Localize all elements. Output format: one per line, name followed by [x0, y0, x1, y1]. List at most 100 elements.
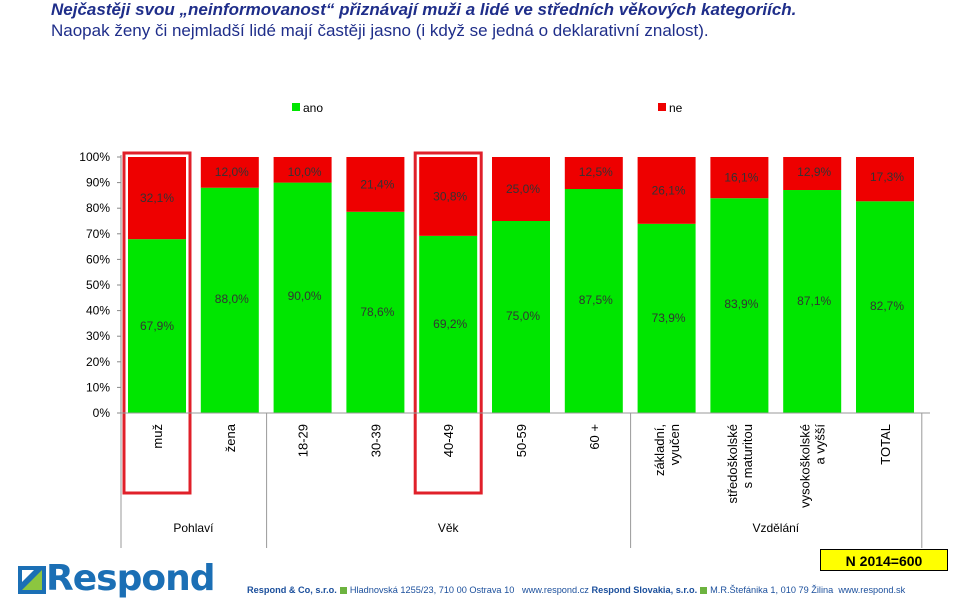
- x-tick-label: 60 +: [587, 424, 602, 450]
- data-label-ne: 25,0%: [506, 182, 540, 196]
- data-label-ano: 87,1%: [797, 294, 831, 308]
- x-tick-label-line: 18-29: [296, 424, 311, 457]
- y-tick-label: 60%: [86, 252, 110, 266]
- headline: Nejčastěji svou „neinformovanost“ přizná…: [51, 0, 797, 19]
- bar-ano: [856, 201, 914, 413]
- data-label-ne: 12,0%: [215, 165, 249, 179]
- y-tick-label: 80%: [86, 201, 110, 215]
- x-tick-label: TOTAL: [878, 424, 893, 465]
- bar-ano: [637, 223, 696, 413]
- legend-label-ne: ne: [669, 101, 683, 115]
- group-label: Věk: [438, 521, 460, 535]
- bar-ano: [492, 221, 550, 413]
- bar-ne: [273, 157, 332, 183]
- bar-ne: [564, 157, 623, 189]
- bar-ano: [128, 239, 186, 413]
- bar-ne: [710, 157, 769, 199]
- x-tick-label: 50-59: [514, 424, 529, 457]
- y-tick-label: 50%: [86, 278, 110, 292]
- bar-ne: [492, 157, 550, 221]
- bar-ano: [419, 235, 478, 413]
- address-sk: M.R.Štefánika 1, 010 79 Žilina: [710, 585, 834, 595]
- y-tick-label: 30%: [86, 329, 110, 343]
- x-tick-label: 40-49: [441, 424, 456, 457]
- data-label-ano: 87,5%: [579, 293, 613, 307]
- x-tick-label: muž: [150, 424, 165, 449]
- x-tick-label-line: muž: [150, 424, 165, 449]
- x-tick-label-line: vyučen: [667, 424, 682, 465]
- data-label-ne: 21,4%: [360, 177, 394, 191]
- footer-contacts: Respond & Co, s.r.o. Hladnovská 1255/23, …: [247, 585, 905, 595]
- highlight-frame: [122, 151, 192, 495]
- x-tick-label-line: 40-49: [441, 424, 456, 457]
- y-tick-label: 0%: [93, 406, 111, 420]
- x-tick-label-line: 30-39: [368, 424, 383, 457]
- header: Nejčastěji svou „neinformovanost“ přizná…: [51, 0, 951, 41]
- address-cz: Hladnovská 1255/23, 710 00 Ostrava 10: [349, 585, 515, 595]
- data-label-ne: 32,1%: [140, 191, 174, 205]
- y-tick-label: 20%: [86, 355, 110, 369]
- company-cz: Respond & Co, s.r.o.: [247, 585, 337, 595]
- bar-ne: [637, 157, 696, 224]
- data-label-ano: 88,0%: [215, 292, 249, 306]
- bar-ano: [710, 198, 769, 413]
- bar-ne: [128, 157, 186, 240]
- data-label-ano: 73,9%: [652, 311, 686, 325]
- data-label-ne: 17,3%: [870, 170, 904, 184]
- x-tick-label-line: základní,: [652, 424, 667, 476]
- bar-ne: [856, 157, 914, 202]
- group-label: Pohlaví: [173, 521, 214, 535]
- data-label-ano: 78,6%: [360, 305, 394, 319]
- bar-ano: [564, 189, 623, 413]
- x-tick-label: 18-29: [296, 424, 311, 457]
- web-cz-link[interactable]: www.respond.cz: [521, 585, 589, 595]
- company-sk: Respond Slovakia, s.r.o.: [591, 585, 698, 595]
- bar-ne: [419, 157, 478, 236]
- legend-label-ano: ano: [303, 101, 323, 115]
- data-label-ne: 30,8%: [433, 189, 467, 203]
- data-label-ano: 67,9%: [140, 319, 174, 333]
- data-label-ano: 83,9%: [724, 297, 758, 311]
- logo-text: Respond: [46, 558, 215, 599]
- data-label-ne: 16,1%: [724, 171, 758, 185]
- bar-ano: [273, 182, 332, 413]
- x-tick-label-line: 60 +: [587, 424, 602, 450]
- legend-swatch-ano: [292, 103, 300, 111]
- highlight-frame: [413, 151, 483, 495]
- x-tick-label: středoškolské s maturitou: [725, 424, 755, 503]
- bar-ano: [200, 187, 259, 413]
- bullet-icon: [700, 587, 708, 595]
- subheadline: Naopak ženy či nejmladší lidé mají častě…: [51, 21, 709, 40]
- data-label-ano: 69,2%: [433, 317, 467, 331]
- bar-ano: [346, 211, 405, 413]
- x-tick-label: vysokoškolské a vyšší: [798, 424, 828, 508]
- data-label-ne: 12,5%: [579, 165, 613, 179]
- y-tick-label: 100%: [79, 150, 110, 164]
- x-tick-label-line: s maturitou: [740, 424, 755, 488]
- x-tick-label-line: vysokoškolské: [798, 424, 813, 508]
- bar-ne: [200, 157, 259, 188]
- bar-ne: [783, 157, 842, 191]
- y-tick-label: 90%: [86, 176, 110, 190]
- legend-swatch-ne: [658, 103, 666, 111]
- stacked-bar-chart: ano ne 0% 10% 20% 30% 40% 50% 60% 70% 80% 90% 100% 32…: [79, 101, 930, 548]
- data-label-ano: 82,7%: [870, 299, 904, 313]
- x-tick-label: základní, vyučen: [652, 424, 682, 476]
- y-tick-label: 40%: [86, 304, 110, 318]
- data-label-ano: 90,0%: [288, 289, 322, 303]
- respond-logo-icon: [18, 566, 46, 594]
- x-tick-label-line: středoškolské: [725, 424, 740, 503]
- x-tick-label-line: a vyšší: [813, 424, 828, 465]
- data-label-ne: 26,1%: [652, 183, 686, 197]
- x-tick-label-line: TOTAL: [878, 424, 893, 465]
- group-label: Vzdělání: [752, 521, 799, 535]
- data-label-ne: 10,0%: [288, 165, 322, 179]
- sample-size-badge: N 2014=600: [820, 549, 948, 571]
- web-sk-link[interactable]: www.respond.sk: [838, 585, 906, 595]
- x-tick-label: žena: [223, 423, 238, 452]
- y-tick-label: 10%: [86, 380, 110, 394]
- data-label-ano: 75,0%: [506, 309, 540, 323]
- data-label-ne: 12,9%: [797, 165, 831, 179]
- bar-ano: [783, 190, 842, 413]
- y-tick-label: 70%: [86, 227, 110, 241]
